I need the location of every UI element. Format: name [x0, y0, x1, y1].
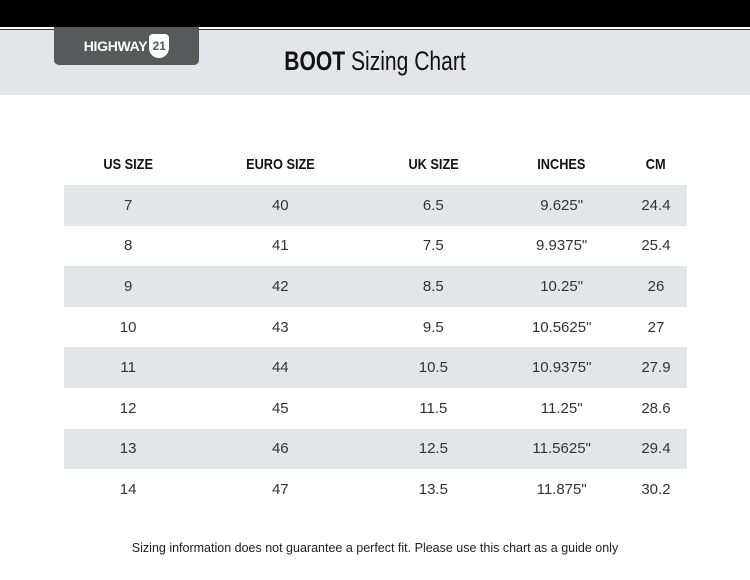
column-header-label: CM [646, 155, 666, 173]
table-cell: 26 [624, 266, 687, 307]
column-header-label: INCHES [537, 155, 586, 173]
table-cell: 11.25" [540, 399, 583, 417]
table-cell: 6.5 [368, 185, 499, 226]
column-header-label: EURO SIZE [245, 155, 315, 173]
top-bar [0, 0, 750, 27]
table-cell: 28.6 [641, 399, 671, 417]
table-cell: 8.5 [368, 266, 499, 307]
table-cell: 10.5 [368, 347, 499, 388]
table-cell: 10.5625" [531, 318, 592, 336]
table-cell: 27.9 [624, 347, 687, 388]
table-cell: 45 [271, 399, 289, 417]
table-cell: 12.5 [368, 428, 499, 470]
table-cell: 47 [271, 480, 289, 498]
table-cell: 7 [64, 185, 193, 226]
table-cell: 9 [64, 266, 193, 307]
column-header: INCHES [498, 143, 625, 185]
divider [0, 29, 750, 30]
title-bold: BOOT [284, 46, 346, 76]
table-cell: 30.2 [641, 480, 671, 498]
table-cell: 11 [64, 347, 193, 388]
column-header: UK SIZE [368, 143, 498, 185]
table-cell: 13 [64, 428, 193, 470]
table-cell: 9.9375" [536, 237, 588, 255]
table-cell: 13.5 [418, 480, 448, 498]
column-header-label: UK SIZE [408, 155, 459, 173]
table-cell: 29.4 [624, 428, 687, 470]
disclaimer: Sizing information does not guarantee a … [131, 541, 619, 555]
table-cell: 44 [192, 347, 369, 388]
table-row: 9 42 8.5 10.25" 26 [64, 266, 687, 307]
table-cell: 27 [647, 318, 665, 336]
table-cell: 40 [192, 185, 369, 226]
table-row: 12 45 11.5 11.25" 28.6 [64, 388, 687, 429]
table-cell: 10 [119, 318, 137, 336]
table-cell: 42 [192, 266, 369, 307]
table-cell: 12 [119, 399, 137, 417]
table-cell: 46 [192, 428, 369, 470]
table-header-row: US SIZE EURO SIZE UK SIZE INCHES CM [64, 143, 687, 185]
column-header: US SIZE [64, 143, 192, 185]
title-rest: Sizing Chart [350, 46, 466, 76]
table-cell: 25.4 [641, 237, 671, 255]
table-row: 11 44 10.5 10.9375" 27.9 [64, 347, 687, 388]
sizing-table: US SIZE EURO SIZE UK SIZE INCHES CM 7 40 6.5 9.… [64, 143, 687, 510]
shield-icon: 21 [149, 34, 170, 58]
logo-text: HIGHWAY [83, 38, 148, 54]
column-header: EURO SIZE [192, 143, 368, 185]
column-header-label: US SIZE [103, 155, 153, 173]
table-cell: 11.5 [419, 399, 448, 417]
table-cell: 9.5 [422, 318, 444, 336]
table-row: 14 47 13.5 11.875" 30.2 [64, 469, 687, 510]
table-cell: 9.625" [498, 185, 625, 226]
divider [0, 27, 750, 29]
table-cell: 8 [123, 237, 133, 255]
table-cell: 10.9375" [498, 347, 625, 388]
table-cell: 11.5625" [498, 428, 625, 470]
column-header: CM [625, 143, 687, 185]
brand-logo: HIGHWAY 21 [54, 27, 199, 65]
table-cell: 11.875" [536, 480, 587, 498]
table-row: 7 40 6.5 9.625" 24.4 [64, 185, 687, 226]
table-cell: 41 [271, 237, 289, 255]
table-cell: 7.5 [422, 237, 444, 255]
table-cell: 10.25" [498, 266, 625, 307]
table-row: 8 41 7.5 9.9375" 25.4 [64, 226, 687, 267]
table-cell: 14 [119, 480, 137, 498]
table-row: 10 43 9.5 10.5625" 27 [64, 307, 687, 348]
table-cell: 43 [271, 318, 289, 336]
table-cell: 24.4 [624, 185, 687, 226]
page-title: BOOT Sizing Chart [83, 46, 668, 77]
table-row: 13 46 12.5 11.5625" 29.4 [64, 428, 687, 470]
